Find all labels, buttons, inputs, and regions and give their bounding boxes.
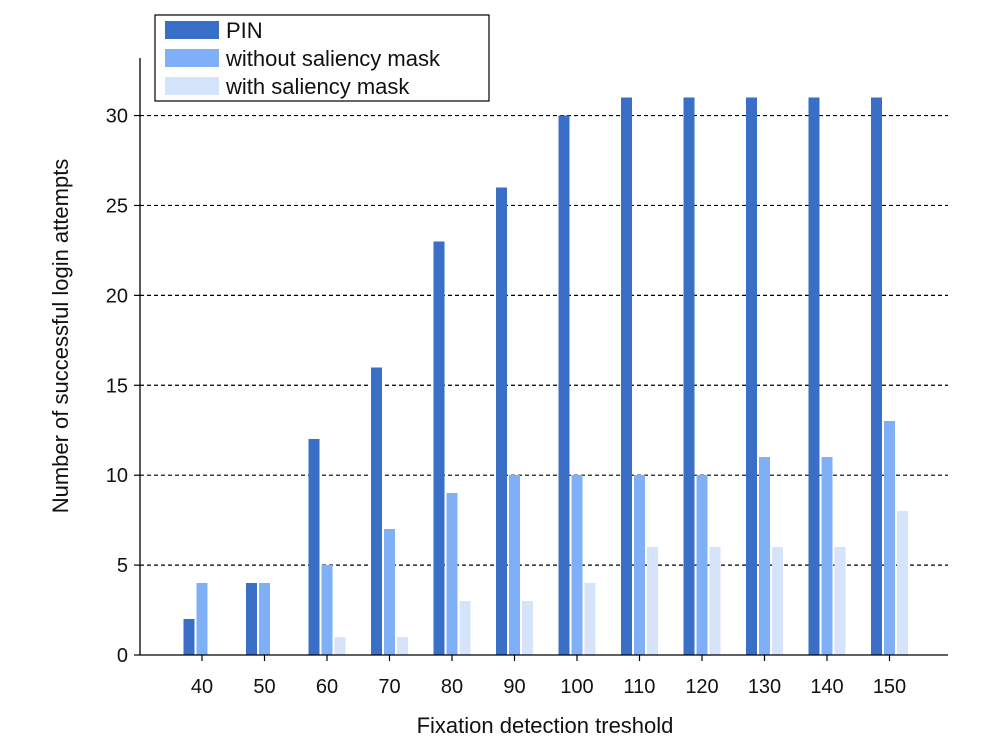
bar-without-saliency-mask-100 <box>571 475 583 655</box>
bar-with-saliency-mask-110 <box>647 547 658 655</box>
x-tick-label: 130 <box>748 676 781 698</box>
bar-without-saliency-mask-150 <box>884 421 895 655</box>
bar-without-saliency-mask-40 <box>196 583 208 655</box>
bar-with-saliency-mask-100 <box>584 583 596 655</box>
x-tick-label: 90 <box>503 676 525 698</box>
bar-pin-40 <box>183 619 195 655</box>
bars <box>183 97 908 656</box>
bar-with-saliency-mask-80 <box>459 601 471 655</box>
bar-with-saliency-mask-60 <box>334 637 346 655</box>
axes <box>134 58 948 661</box>
x-tick-label: 70 <box>378 676 400 698</box>
bar-pin-90 <box>496 187 507 655</box>
bar-without-saliency-mask-130 <box>759 457 770 655</box>
y-tick-label: 20 <box>106 285 128 307</box>
legend-swatch-with-saliency-mask <box>165 77 219 95</box>
y-tick-label: 25 <box>106 195 128 217</box>
bar-pin-80 <box>433 241 445 656</box>
x-tick-label: 50 <box>253 676 275 698</box>
bar-without-saliency-mask-80 <box>446 493 458 655</box>
y-tick-label: 30 <box>106 106 128 128</box>
bar-pin-130 <box>746 97 757 655</box>
bar-pin-70 <box>371 367 382 655</box>
legend-label-with-saliency-mask: with saliency mask <box>225 74 410 99</box>
bar-without-saliency-mask-90 <box>509 475 520 655</box>
bar-without-saliency-mask-70 <box>384 529 395 655</box>
x-tick-label: 120 <box>685 676 718 698</box>
bar-pin-110 <box>621 97 632 655</box>
y-tick-label: 0 <box>117 645 128 667</box>
y-axis-title: Number of successful login attempts <box>48 159 73 514</box>
x-tick-label: 40 <box>191 676 213 698</box>
bar-pin-50 <box>246 583 257 655</box>
legend-swatch-without-saliency-mask <box>165 49 219 67</box>
bar-with-saliency-mask-90 <box>522 601 533 655</box>
x-tick-label: 150 <box>873 676 906 698</box>
bar-pin-140 <box>808 97 820 655</box>
tick-labels: 0 5 10 15 20 25 30 40 50 60 70 80 90 100 110 120 130 140 1… <box>106 106 906 698</box>
y-tick-label: 10 <box>106 465 128 487</box>
bar-with-saliency-mask-120 <box>709 547 721 655</box>
x-tick-label: 60 <box>316 676 338 698</box>
bar-with-saliency-mask-150 <box>897 511 908 655</box>
legend-label-pin: PIN <box>226 18 263 43</box>
bar-without-saliency-mask-110 <box>634 475 645 655</box>
legend-swatch-pin <box>165 21 219 39</box>
x-tick-label: 100 <box>560 676 593 698</box>
x-tick-label: 140 <box>810 676 843 698</box>
bar-with-saliency-mask-140 <box>834 547 846 655</box>
bar-without-saliency-mask-140 <box>821 457 833 655</box>
legend-label-without-saliency-mask: without saliency mask <box>225 46 441 71</box>
bar-pin-150 <box>871 97 882 655</box>
x-tick-label: 110 <box>624 676 656 698</box>
bar-without-saliency-mask-50 <box>259 583 270 655</box>
x-tick-label: 80 <box>441 676 463 698</box>
bar-without-saliency-mask-60 <box>321 565 333 655</box>
bar-pin-100 <box>558 115 570 655</box>
x-axis-title: Fixation detection treshold <box>417 713 674 738</box>
y-tick-label: 15 <box>106 375 128 397</box>
bar-with-saliency-mask-130 <box>772 547 783 655</box>
bar-pin-60 <box>308 439 320 655</box>
legend: PIN without saliency mask with saliency … <box>154 14 490 102</box>
bar-pin-120 <box>683 97 695 655</box>
y-tick-label: 5 <box>117 555 128 577</box>
bar-without-saliency-mask-120 <box>696 475 708 655</box>
bar-with-saliency-mask-70 <box>397 637 408 655</box>
